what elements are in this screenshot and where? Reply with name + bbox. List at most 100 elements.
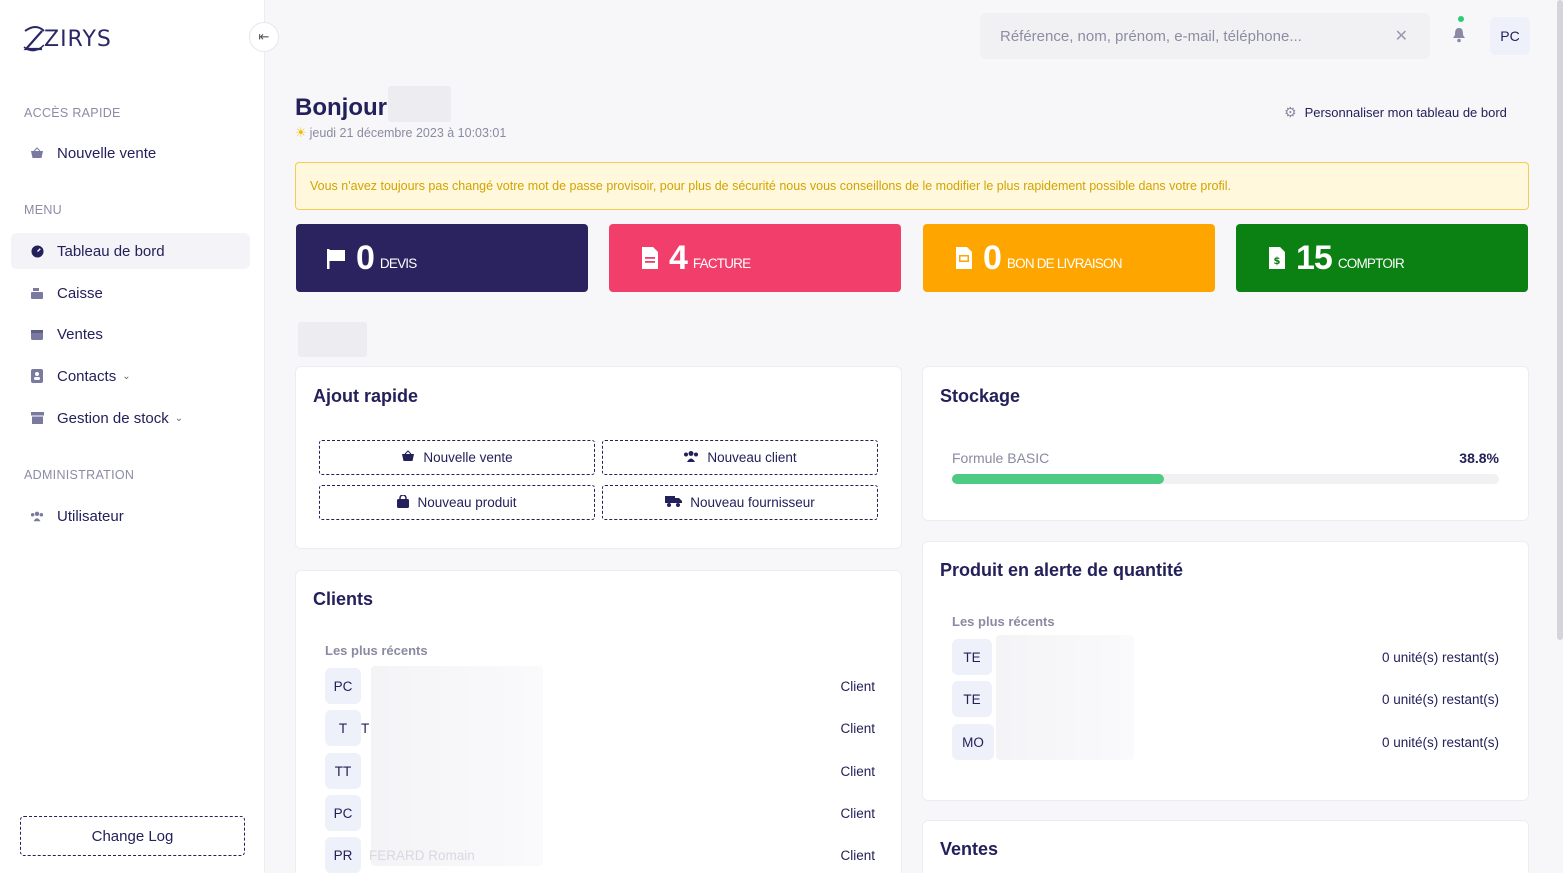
brand-name: ZIRYS bbox=[44, 26, 112, 52]
sidebar-item-utilisateur[interactable]: Utilisateur bbox=[11, 498, 250, 534]
stat-card-comptoir[interactable]: $ 15 COMPTOIR bbox=[1236, 224, 1528, 292]
stat-label: DEVIS bbox=[379, 255, 417, 271]
truck-icon bbox=[665, 495, 683, 510]
sidebar-item-label: Caisse bbox=[57, 284, 103, 302]
remaining-qty: 0 unité(s) restant(s) bbox=[1381, 691, 1499, 707]
delivery-note-icon bbox=[953, 247, 975, 269]
sidebar-item-label: Tableau de bord bbox=[57, 242, 165, 260]
avatar: T bbox=[325, 710, 361, 746]
storage-progress-bar bbox=[952, 474, 1499, 484]
notification-dot bbox=[1458, 16, 1464, 22]
stat-card-devis[interactable]: 0 DEVIS bbox=[296, 224, 588, 292]
card-title: Ventes bbox=[940, 839, 999, 859]
sidebar-item-dashboard[interactable]: Tableau de bord bbox=[11, 233, 250, 269]
redacted-products bbox=[996, 635, 1134, 760]
sidebar-item-ventes[interactable]: Ventes bbox=[11, 316, 250, 352]
address-book-icon bbox=[30, 369, 44, 383]
shopping-bag-icon bbox=[397, 493, 410, 511]
greeting: Bonjour bbox=[295, 94, 387, 121]
sidebar-item-label: Contacts bbox=[57, 367, 117, 385]
arrow-left-icon: ⇤ bbox=[258, 29, 270, 44]
current-date: ☀ jeudi 21 décembre 2023 à 10:03:01 bbox=[295, 125, 506, 141]
avatar: TE bbox=[952, 639, 992, 675]
changelog-button[interactable]: Change Log bbox=[20, 816, 245, 856]
table-row[interactable]: PR FERARD Romain Client bbox=[325, 837, 875, 873]
card-title: Stockage bbox=[940, 386, 1021, 406]
client-name: FERARD Romain bbox=[369, 847, 475, 863]
remaining-qty: 0 unité(s) restant(s) bbox=[1381, 649, 1499, 665]
customize-label: Personnaliser mon tableau de bord bbox=[1304, 105, 1507, 120]
bell-icon[interactable] bbox=[1452, 27, 1470, 47]
sidebar-item-new-sale[interactable]: Nouvelle vente bbox=[11, 135, 250, 171]
stat-label: COMPTOIR bbox=[1337, 255, 1405, 271]
stat-value: 4 bbox=[669, 238, 688, 277]
stat-card-facture[interactable]: 4 FACTURE bbox=[609, 224, 901, 292]
button-label: Nouveau client bbox=[707, 450, 797, 465]
avatar: PC bbox=[325, 795, 361, 831]
stat-label: FACTURE bbox=[692, 255, 751, 271]
avatar: MO bbox=[952, 724, 994, 760]
sidebar-item-stock[interactable]: Gestion de stock ⌄ bbox=[11, 400, 250, 436]
client-type: Client bbox=[840, 847, 875, 863]
storage-plan: Formule BASIC bbox=[952, 450, 1050, 466]
customize-dashboard-button[interactable]: ⚙ Personnaliser mon tableau de bord bbox=[1284, 104, 1507, 121]
table-row[interactable]: TT Client bbox=[325, 753, 875, 789]
sidebar-item-label: Utilisateur bbox=[57, 507, 124, 525]
quick-access-title: ACCÈS RAPIDE bbox=[24, 106, 121, 120]
stat-value: 0 bbox=[356, 238, 375, 277]
cash-register-icon bbox=[30, 286, 44, 300]
search-placeholder: Référence, nom, prénom, e-mail, téléphon… bbox=[1000, 27, 1302, 45]
chevron-down-icon: ⌄ bbox=[122, 370, 131, 382]
stock-alert-card: Produit en alerte de quantité Les plus r… bbox=[922, 541, 1529, 801]
basket-icon bbox=[401, 450, 415, 465]
receipt-dollar-icon: $ bbox=[1266, 247, 1288, 269]
list-item[interactable]: TE 0 unité(s) restant(s) bbox=[952, 639, 1499, 675]
sidebar-item-label: Gestion de stock bbox=[57, 409, 169, 427]
card-title: Ajout rapide bbox=[313, 386, 419, 406]
flag-icon bbox=[326, 247, 348, 269]
avatar: PR bbox=[325, 837, 361, 873]
button-label: Nouveau fournisseur bbox=[690, 495, 815, 510]
search-input[interactable]: Référence, nom, prénom, e-mail, téléphon… bbox=[980, 13, 1430, 59]
sidebar-item-label: Nouvelle vente bbox=[57, 144, 157, 162]
client-type: Client bbox=[840, 805, 875, 821]
quick-add-new-client-button[interactable]: Nouveau client bbox=[602, 440, 878, 475]
table-row[interactable]: PC Client bbox=[325, 795, 875, 831]
sidebar-item-caisse[interactable]: Caisse bbox=[11, 275, 250, 311]
storage-card: Stockage Formule BASIC 38.8% bbox=[922, 366, 1529, 521]
brand-logo[interactable]: ZIRYS bbox=[22, 24, 112, 54]
client-type: Client bbox=[840, 763, 875, 779]
sidebar: ZIRYS ACCÈS RAPIDE Nouvelle vente MENU T… bbox=[0, 0, 265, 873]
list-item[interactable]: MO 0 unité(s) restant(s) bbox=[952, 724, 1499, 760]
storage-progress-fill bbox=[952, 474, 1165, 484]
gear-icon: ⚙ bbox=[1284, 104, 1297, 120]
card-title: Clients bbox=[313, 589, 374, 609]
quick-add-new-sale-button[interactable]: Nouvelle vente bbox=[319, 440, 595, 475]
clear-search-icon[interactable]: ✕ bbox=[1394, 28, 1408, 45]
quick-add-new-product-button[interactable]: Nouveau produit bbox=[319, 485, 595, 520]
menu-title: MENU bbox=[24, 203, 63, 217]
redacted-names bbox=[371, 666, 543, 866]
sidebar-item-contacts[interactable]: Contacts ⌄ bbox=[11, 358, 250, 394]
redacted-user-name bbox=[388, 86, 451, 122]
invoice-icon bbox=[639, 247, 661, 269]
quick-add-new-supplier-button[interactable]: Nouveau fournisseur bbox=[602, 485, 878, 520]
collapse-sidebar-button[interactable]: ⇤ bbox=[249, 22, 279, 52]
page-scrollbar[interactable] bbox=[1557, 0, 1563, 640]
stat-value: 0 bbox=[983, 238, 1002, 277]
stat-card-bon-de-livraison[interactable]: 0 BON DE LIVRAISON bbox=[923, 224, 1215, 292]
button-label: Nouveau produit bbox=[417, 495, 517, 510]
avatar: TE bbox=[952, 681, 992, 717]
client-type: Client bbox=[840, 720, 875, 736]
storage-percent: 38.8% bbox=[1459, 450, 1499, 466]
user-avatar[interactable]: PC bbox=[1490, 17, 1530, 55]
client-type: Client bbox=[840, 678, 875, 694]
avatar: PC bbox=[325, 668, 361, 704]
table-row[interactable]: PC Client bbox=[325, 668, 875, 704]
sun-icon: ☀ bbox=[295, 125, 307, 140]
list-item[interactable]: TE 0 unité(s) restant(s) bbox=[952, 681, 1499, 717]
alert-text: Vous n'avez toujours pas changé votre mo… bbox=[310, 179, 1231, 193]
quick-add-card: Ajout rapide Nouvelle vente Nouveau clie… bbox=[295, 366, 902, 549]
table-row[interactable]: T T Client bbox=[325, 710, 875, 746]
button-label: Nouvelle vente bbox=[423, 450, 513, 465]
